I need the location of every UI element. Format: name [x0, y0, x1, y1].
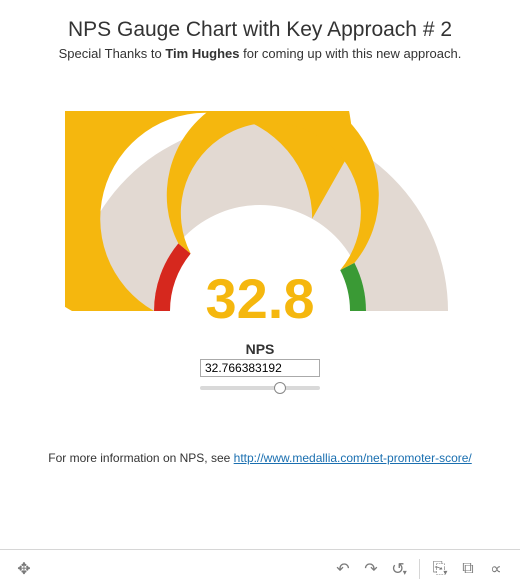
subtitle-suffix: for coming up with this new approach. [240, 46, 462, 61]
gauge-value: 32.8 [206, 267, 315, 321]
slider-handle[interactable] [274, 382, 286, 394]
nps-slider[interactable] [200, 381, 320, 395]
footer-note: For more information on NPS, see http://… [24, 451, 496, 465]
redo-icon[interactable]: ↷ [357, 555, 385, 583]
toolbar: ✥ ↶ ↷ ↺▾ ⎘▾ ⧉ ∝ [0, 549, 520, 587]
toolbar-separator [419, 559, 420, 579]
controls-label: NPS [246, 341, 275, 357]
nps-value-input[interactable] [200, 359, 320, 377]
slider-track [200, 386, 320, 390]
subtitle-name: Tim Hughes [165, 46, 239, 61]
nps-gauge: 32.8 [65, 111, 455, 321]
undo-icon[interactable]: ↶ [329, 555, 357, 583]
subtitle: Special Thanks to Tim Hughes for coming … [24, 46, 496, 61]
fullscreen-icon[interactable]: ⧉ [454, 555, 482, 583]
footer-prefix: For more information on NPS, see [48, 451, 233, 465]
cluster-icon[interactable]: ✥ [10, 555, 38, 583]
download-icon[interactable]: ⎘▾ [426, 555, 454, 583]
subtitle-prefix: Special Thanks to [59, 46, 166, 61]
share-icon[interactable]: ∝ [482, 555, 510, 583]
controls: NPS [24, 341, 496, 395]
page-title: NPS Gauge Chart with Key Approach # 2 [24, 18, 496, 42]
reset-icon[interactable]: ↺▾ [385, 555, 413, 583]
footer-link[interactable]: http://www.medallia.com/net-promoter-sco… [234, 451, 472, 465]
